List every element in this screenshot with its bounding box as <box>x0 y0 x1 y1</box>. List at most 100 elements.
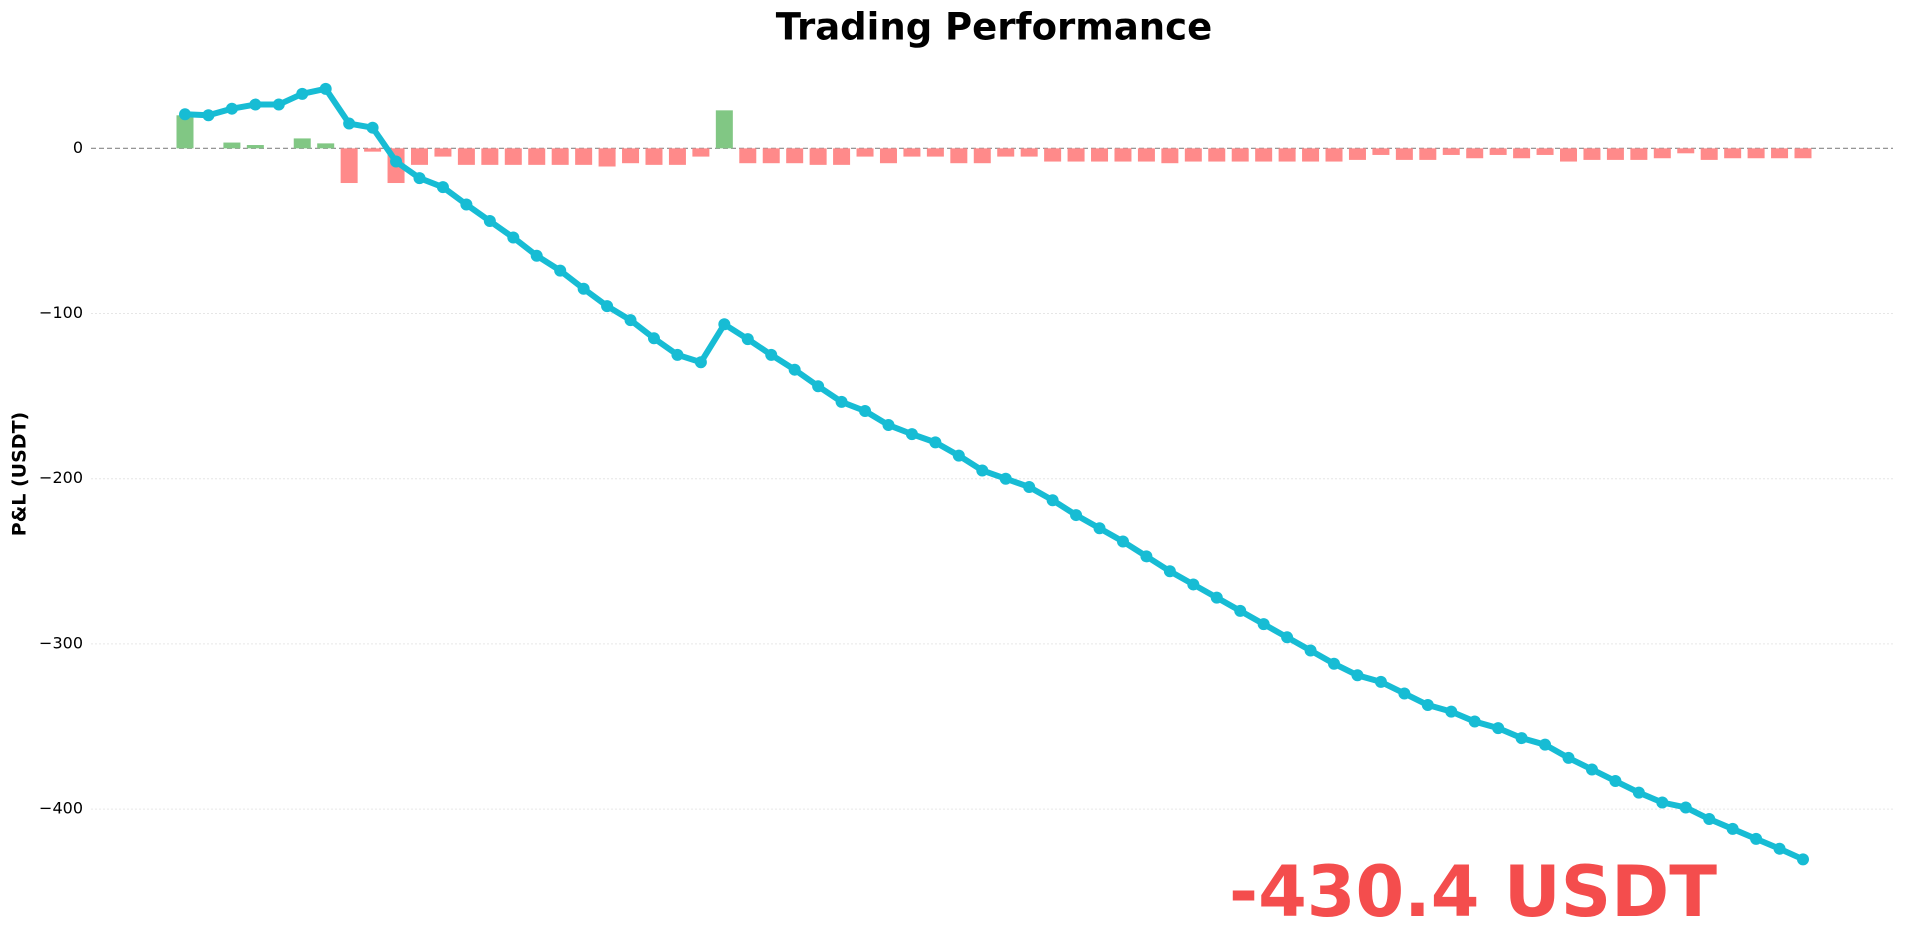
line-point <box>694 356 707 369</box>
bar <box>1489 148 1507 155</box>
bar <box>903 148 921 157</box>
line-point <box>1539 738 1552 751</box>
line-point <box>577 282 590 295</box>
line-point <box>1656 796 1669 809</box>
line-point <box>1703 813 1716 826</box>
bar <box>1067 148 1085 162</box>
bar <box>1348 148 1366 160</box>
line-point <box>366 121 379 134</box>
y-tick-label: −200 <box>39 468 83 487</box>
bar <box>833 148 851 165</box>
line-point <box>1797 853 1809 866</box>
y-axis-label: P&L (USDT) <box>9 412 31 536</box>
line-point <box>1398 687 1411 700</box>
line-point <box>1351 669 1364 682</box>
line-point <box>249 98 262 111</box>
line-point <box>1492 722 1505 735</box>
bar <box>715 110 733 149</box>
bar <box>1794 148 1812 159</box>
line-point <box>671 348 684 361</box>
bar <box>293 138 311 149</box>
bar <box>668 148 686 165</box>
line-point <box>436 181 449 194</box>
line-point <box>788 363 801 376</box>
line-point <box>718 318 731 331</box>
bar <box>856 148 874 157</box>
line-point <box>1046 494 1059 507</box>
bar <box>1208 148 1226 162</box>
line-point <box>624 314 637 327</box>
line-point <box>1585 763 1598 776</box>
line-point <box>835 395 848 408</box>
line-point <box>1679 801 1692 814</box>
line-point <box>765 348 778 361</box>
bar <box>481 148 499 165</box>
y-tick-label: −300 <box>39 633 83 652</box>
bar <box>1513 148 1531 159</box>
bar <box>317 143 335 149</box>
bar <box>528 148 546 165</box>
line-point <box>272 98 285 111</box>
bar <box>997 148 1015 157</box>
bar <box>1091 148 1109 162</box>
bar <box>786 148 804 164</box>
line-point <box>1515 732 1528 745</box>
bar <box>1677 148 1695 154</box>
chart-title: Trading Performance <box>776 6 1212 49</box>
bar <box>973 148 991 164</box>
bar <box>1114 148 1132 162</box>
line-point <box>976 464 989 477</box>
bar <box>692 148 710 157</box>
bar <box>1419 148 1437 160</box>
line-point <box>1773 842 1786 855</box>
bar <box>1161 148 1179 164</box>
line-point <box>225 102 238 115</box>
bar <box>762 148 780 164</box>
line-point <box>1632 786 1645 799</box>
line-point <box>929 436 942 449</box>
bar <box>809 148 827 165</box>
bar <box>1724 148 1742 159</box>
y-tick-label: −100 <box>39 303 83 322</box>
bar <box>575 148 593 165</box>
line-point <box>1070 509 1083 522</box>
bar <box>340 148 358 184</box>
line-point <box>647 332 660 345</box>
bar <box>950 148 968 164</box>
line-point <box>202 109 215 122</box>
bar <box>1372 148 1390 155</box>
line-point <box>1210 591 1223 604</box>
line-point <box>1304 644 1317 657</box>
line-point <box>390 155 403 168</box>
line-point <box>1140 550 1153 563</box>
bar <box>504 148 522 165</box>
bar <box>434 148 452 157</box>
bar <box>926 148 944 157</box>
bar <box>739 148 757 164</box>
line-point <box>343 117 356 130</box>
line-point <box>1421 699 1434 712</box>
line-point <box>1328 657 1341 670</box>
cumulative-line <box>184 85 1805 863</box>
bar <box>1630 148 1648 160</box>
bar <box>551 148 569 165</box>
bar <box>1325 148 1343 162</box>
bar <box>1653 148 1671 159</box>
line-point <box>741 333 754 346</box>
line-point <box>1257 618 1270 631</box>
line-point <box>1562 751 1575 764</box>
line-point <box>1468 715 1481 728</box>
bar <box>1442 148 1460 155</box>
y-tick-label: 0 <box>73 138 83 157</box>
line-point <box>483 215 496 228</box>
line-point <box>1374 675 1387 688</box>
bar <box>1044 148 1062 162</box>
bar <box>176 115 194 149</box>
bar <box>1184 148 1202 162</box>
line-point <box>413 172 426 185</box>
line-point <box>999 472 1012 485</box>
line-point <box>882 419 895 432</box>
y-tick-label: −400 <box>39 799 83 818</box>
line-point <box>179 108 191 121</box>
line-point <box>1445 705 1458 718</box>
